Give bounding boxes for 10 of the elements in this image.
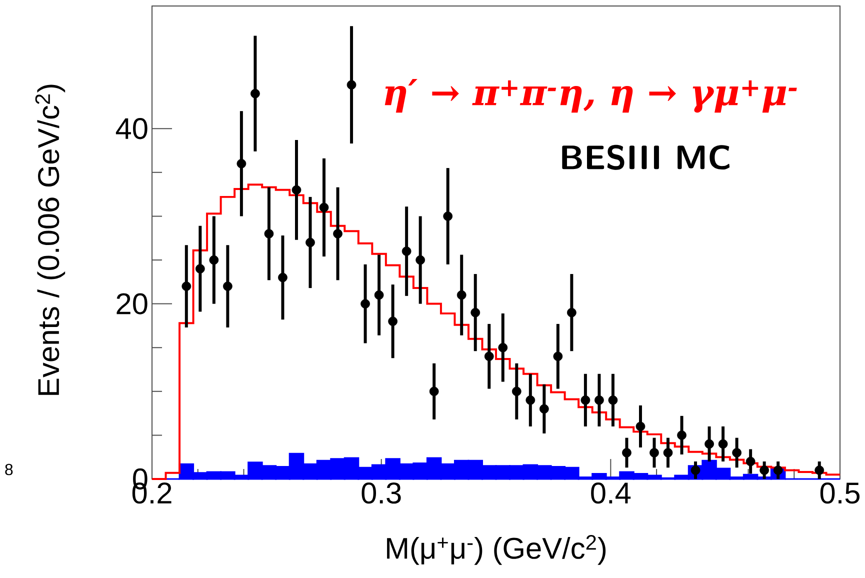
- y-tick-label: 20: [116, 293, 148, 314]
- x-axis-title: M(μ$^{+}$μ$^{-}$) (GeV/c$^{2}$): [387, 535, 606, 565]
- annotation: BESIII MC: [562, 144, 730, 170]
- x-tick-label: 0.4: [591, 482, 631, 504]
- y-tick-label: 40: [116, 118, 148, 140]
- text: 8: [5, 464, 13, 476]
- x-tick-label: 0.5: [820, 482, 860, 504]
- x-tick-label: 0.3: [362, 482, 401, 504]
- annotation: η′ → π$^{+}$π$^{-}$η, η → γμ$^{+}$μ$^{-}$: [384, 79, 797, 113]
- y-axis-title: Events / (0.006 GeV/c$^{2}$): [35, 84, 66, 395]
